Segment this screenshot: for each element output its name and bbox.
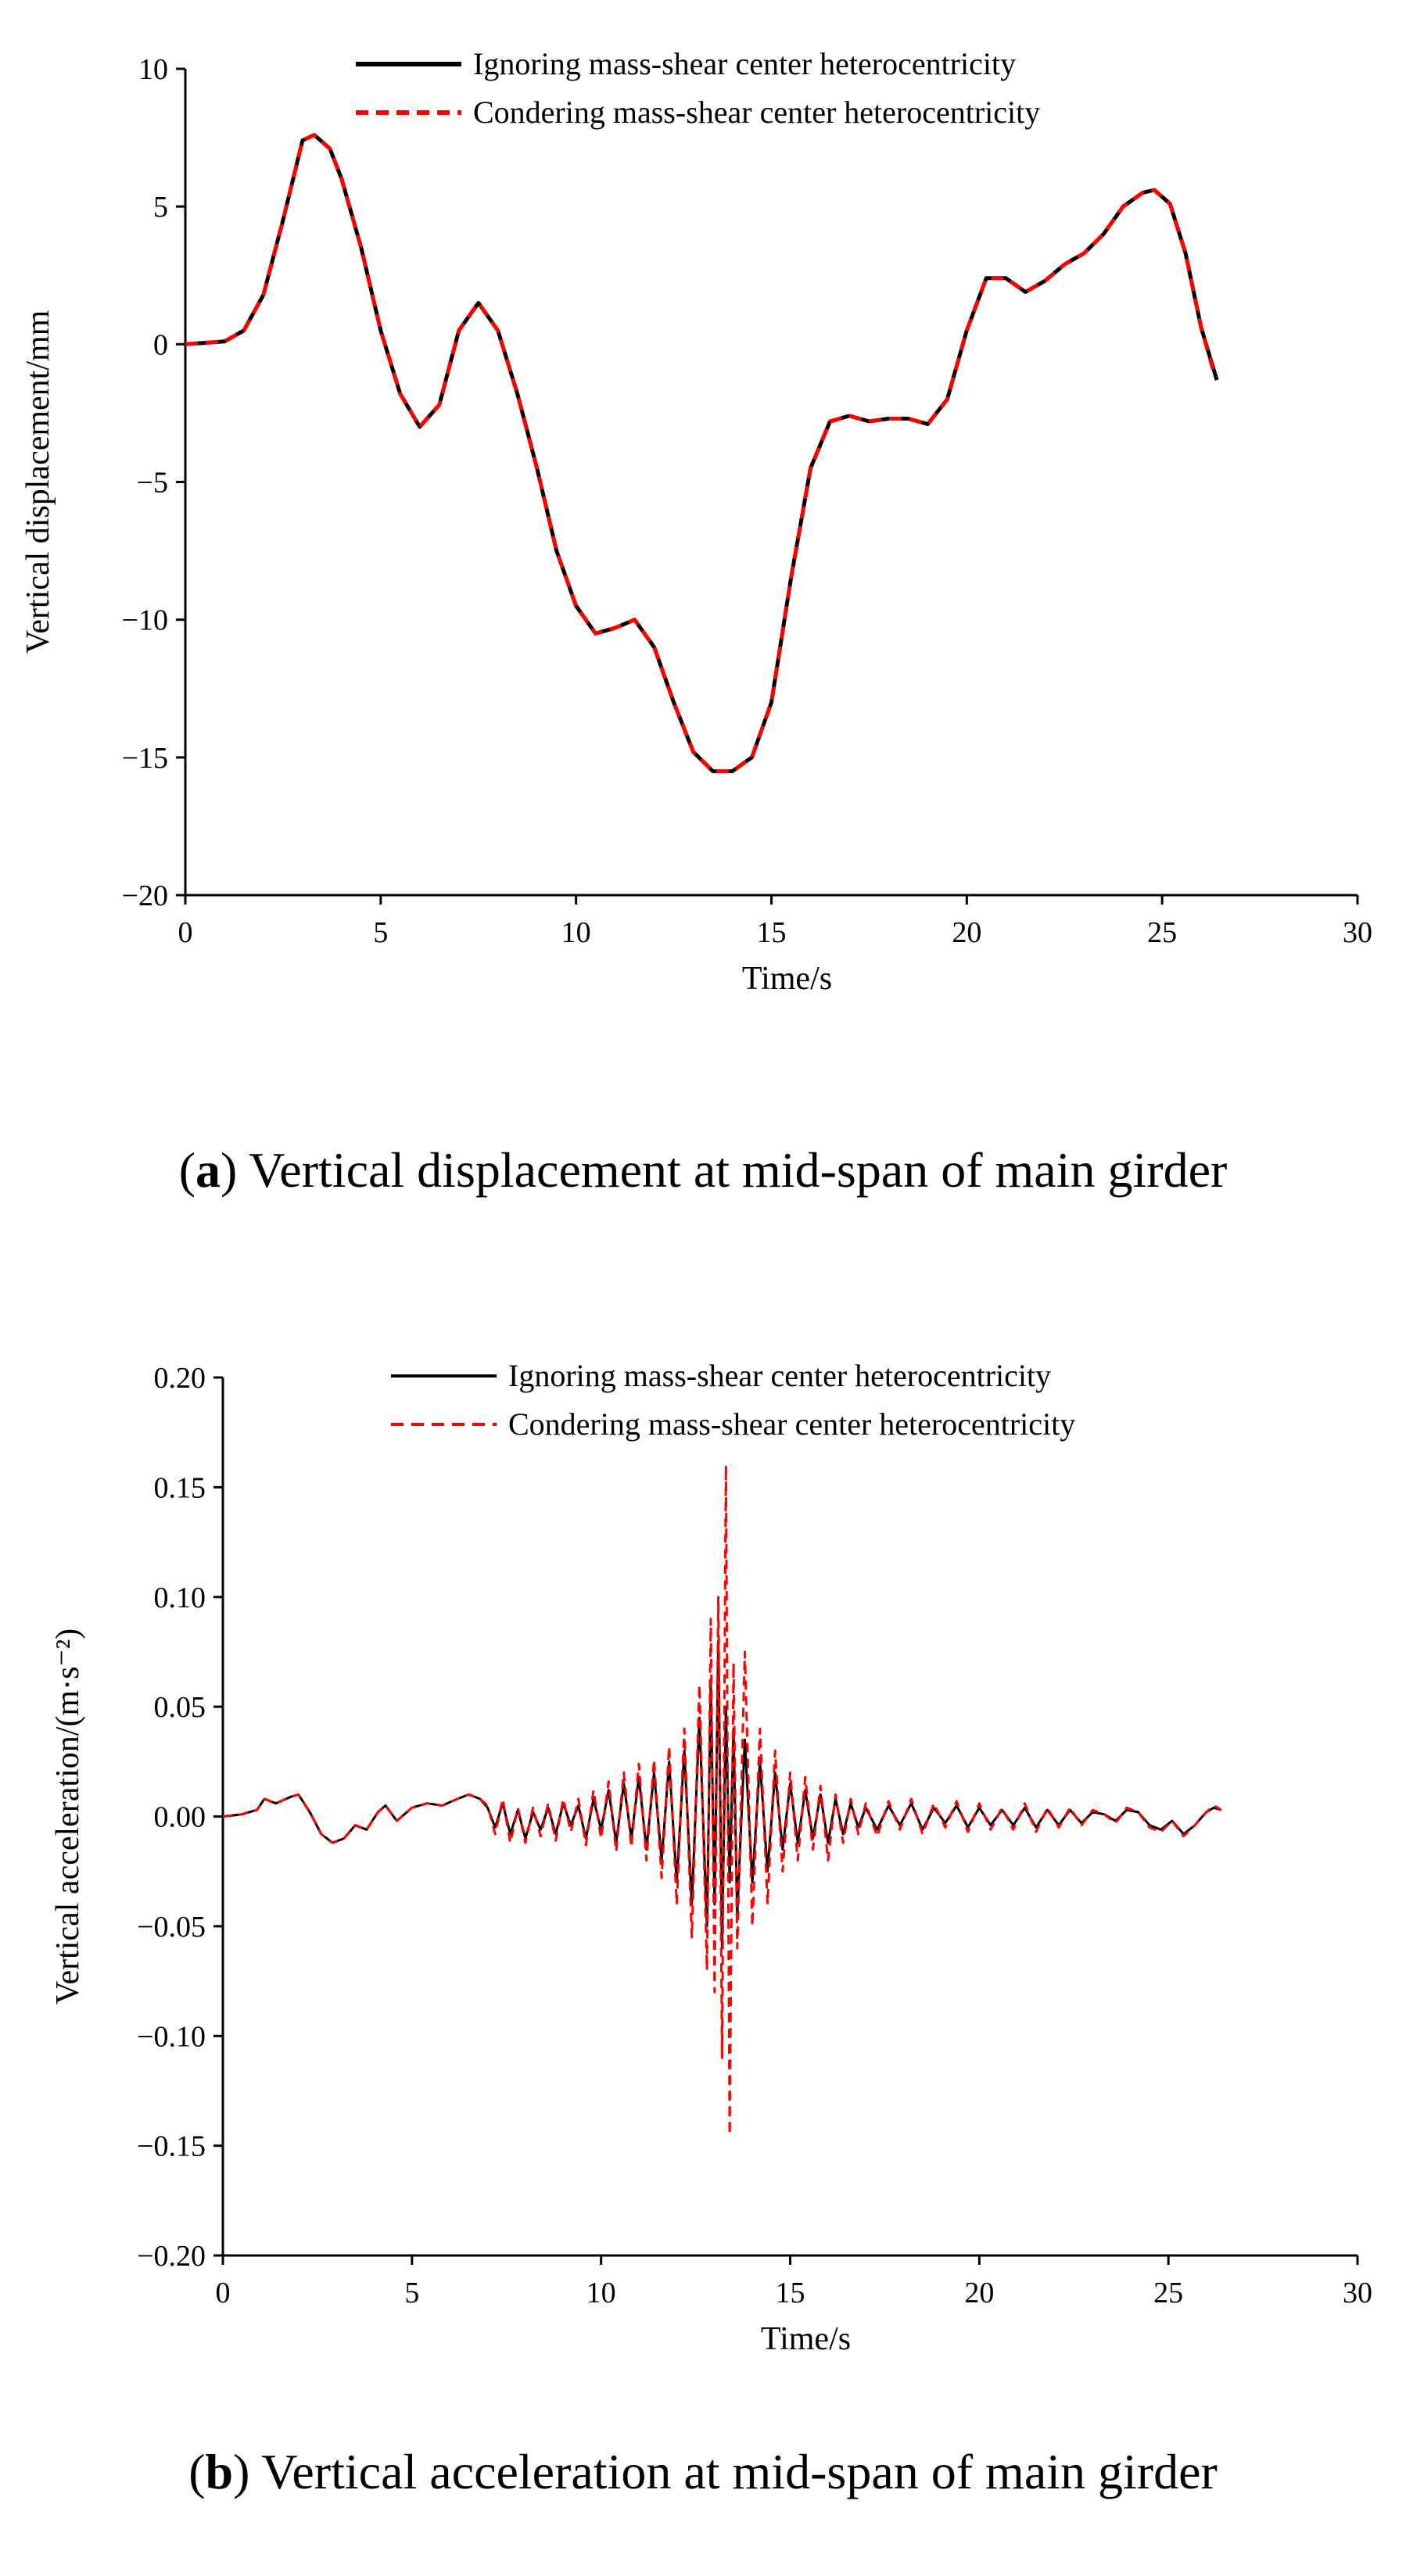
chart-b-ytick-label: −0.10 — [137, 2020, 206, 2053]
chart-b-xtick-label: 0 — [216, 2277, 231, 2309]
chart-b-legend-label-0: Ignoring mass-shear center heterocentric… — [508, 1358, 1051, 1393]
chart-a-xtick-label: 5 — [373, 916, 388, 949]
chart-a-svg: 10 5 0 −5 −10 −15 −20 0 5 10 15 20 25 30 Time/s Vertica… — [20, 46, 1372, 997]
chart-b-ytick-label: 0.00 — [154, 1801, 206, 1834]
chart-a-series-ignoring — [185, 133, 1219, 773]
chart-a-ylabel: Vertical displacement/mm — [20, 310, 56, 654]
caption-a: (a) Vertical displacement at mid-span of… — [178, 1142, 1228, 1198]
chart-a-xtick-label: 10 — [561, 916, 591, 949]
chart-b-xlabel: Time/s — [761, 2321, 851, 2357]
chart-b-xtick-label: 30 — [1343, 2277, 1372, 2309]
chart-b-xtick-label: 5 — [404, 2277, 419, 2309]
figure-b: 0.20 0.15 0.10 0.05 0.00 −0.05 −0.10 −0.15 −0.20… — [0, 1282, 1406, 2576]
chart-b-ytick-label: 0.15 — [154, 1471, 206, 1504]
chart-b-ytick-label: 0.20 — [154, 1362, 206, 1395]
chart-b-xtick-label: 10 — [586, 2277, 616, 2309]
chart-b-ytick-label: 0.10 — [154, 1582, 206, 1614]
chart-b-legend-label-1: Condering mass-shear center heterocentri… — [508, 1406, 1075, 1442]
chart-a-legend-label-1: Condering mass-shear center heterocentri… — [473, 95, 1040, 130]
caption-a-letter: a — [195, 1142, 221, 1198]
chart-a-series-considering — [185, 133, 1215, 773]
chart-a-ytick-label: −15 — [122, 742, 168, 775]
chart-b-xtick-label: 15 — [776, 2277, 805, 2309]
chart-b-ytick-label: −0.05 — [137, 1911, 206, 1944]
chart-a-xtick-label: 0 — [178, 916, 193, 949]
chart-a-ytick-label: −10 — [122, 604, 168, 637]
chart-b-ytick-label: −0.15 — [137, 2130, 206, 2163]
chart-b-xtick-label: 20 — [964, 2277, 994, 2309]
chart-a-xtick-label: 20 — [952, 916, 981, 949]
chart-a-xlabel: Time/s — [742, 961, 832, 997]
chart-b-ytick-label: −0.20 — [137, 2240, 206, 2273]
chart-b-xtick-label: 25 — [1153, 2277, 1183, 2309]
caption-b-text: Vertical acceleration at mid-span of mai… — [249, 2444, 1218, 2499]
caption-b-letter: b — [205, 2444, 234, 2499]
chart-a-ytick-label: −5 — [137, 467, 168, 500]
caption-a-text: Vertical displacement at mid-span of mai… — [237, 1142, 1228, 1198]
chart-b-ylabel: Vertical acceleration/(m·s⁻²) — [50, 1628, 86, 2005]
figure-a: 10 5 0 −5 −10 −15 −20 0 5 10 15 20 25 30 Time/s Vertica… — [0, 0, 1406, 1282]
chart-a-legend-label-0: Ignoring mass-shear center heterocentric… — [473, 46, 1016, 81]
chart-a-ytick-label: −20 — [122, 880, 168, 912]
chart-a-xtick-label: 25 — [1147, 916, 1177, 949]
chart-b-svg: 0.20 0.15 0.10 0.05 0.00 −0.05 −0.10 −0.15 −0.20… — [50, 1358, 1372, 2357]
chart-a-ytick-label: 0 — [153, 328, 168, 361]
chart-a-ytick-label: 5 — [153, 191, 168, 224]
chart-a-xtick-label: 15 — [757, 916, 787, 949]
chart-a-ytick-label: 10 — [138, 53, 168, 86]
chart-b-ytick-label: 0.05 — [154, 1691, 206, 1724]
caption-b: (b) Vertical acceleration at mid-span of… — [188, 2444, 1218, 2499]
chart-a-xtick-label: 30 — [1343, 916, 1372, 949]
chart-b-series-considering — [222, 1464, 1222, 2137]
